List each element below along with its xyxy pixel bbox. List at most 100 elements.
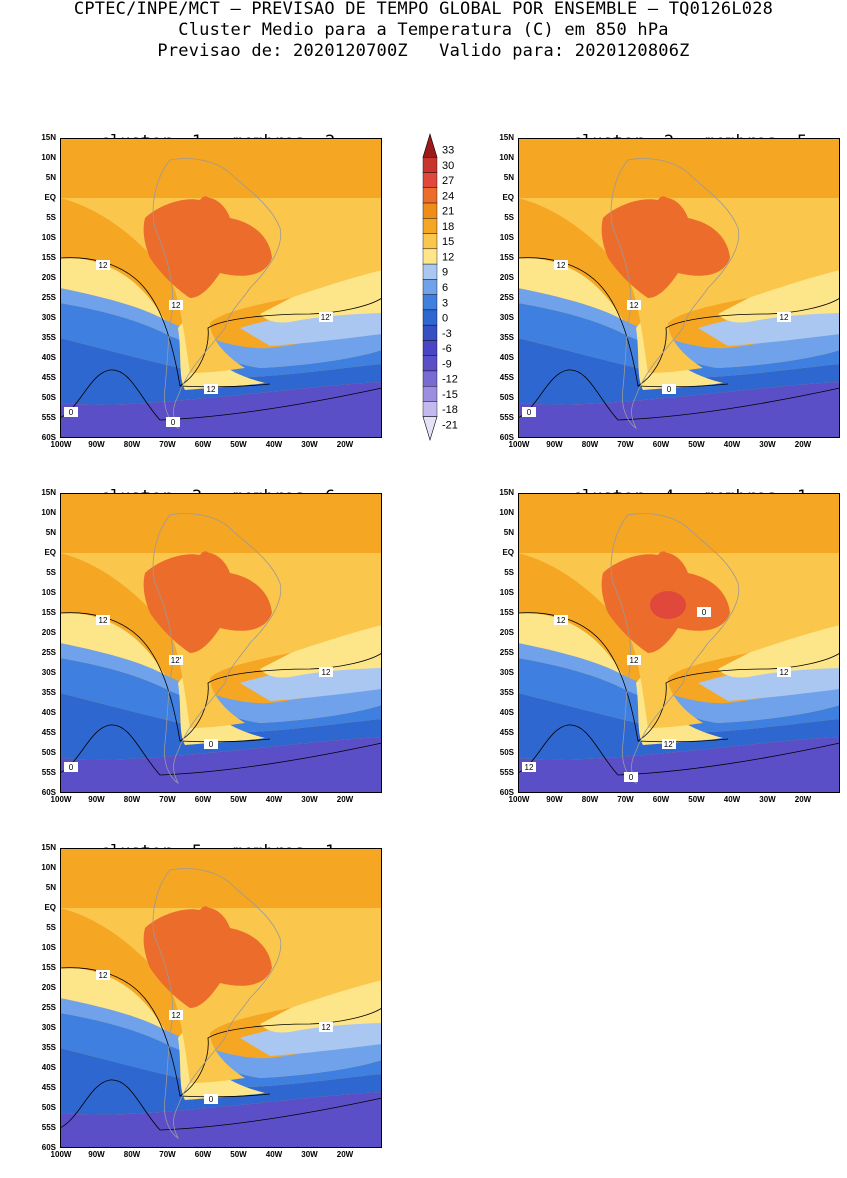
colorbar-swatch (422, 248, 438, 265)
field-warm-tongue (200, 906, 215, 928)
lon-tick-label: 90W (88, 1150, 105, 1159)
contour-label-text: 12 (780, 668, 789, 677)
contour-label-text: 12 (207, 385, 216, 394)
header-line-2: Cluster Medio para a Temperatura (C) em … (178, 20, 669, 40)
lat-tick-label: 45S (499, 728, 514, 737)
lat-tick-label: 45S (499, 373, 514, 382)
colorbar-label: 12 (442, 251, 454, 263)
colorbar-label: -3 (442, 328, 452, 340)
lon-tick-label: 90W (546, 795, 563, 804)
field-yellow-east (260, 976, 382, 1033)
lat-tick-label: 10S (41, 943, 56, 952)
contour-label-text: 0 (527, 408, 532, 417)
contour-label-bg (169, 1010, 183, 1020)
lat-tick-label: 55S (41, 413, 56, 422)
map-frame (60, 493, 382, 793)
lat-tick-label: 60S (41, 1143, 56, 1152)
lat-tick-label: EQ (44, 548, 56, 557)
lat-tick-label: 35S (41, 333, 56, 342)
lat-tick-label: EQ (502, 193, 514, 202)
lon-tick-label: 70W (159, 795, 176, 804)
contour-label-bg (554, 260, 568, 270)
lat-tick-label: 5N (503, 173, 514, 182)
lat-tick-label: 50S (41, 393, 56, 402)
contour-label-bg (697, 607, 711, 617)
map-frame (518, 138, 840, 438)
lon-tick-label: 50W (688, 795, 705, 804)
field-yellow-west (518, 612, 623, 675)
colorbar-label: 6 (442, 282, 448, 294)
lat-tick-label: 5S (504, 213, 514, 222)
field-warm-tongue (200, 551, 215, 573)
lat-tick-label: 20S (41, 628, 56, 637)
contour-label-bg (319, 1022, 333, 1032)
lat-tick-label: 45S (41, 728, 56, 737)
contour-label-bg (96, 615, 110, 625)
contour-label-bg (554, 615, 568, 625)
lon-tick-label: 90W (88, 795, 105, 804)
lon-tick-label: 40W (265, 440, 283, 449)
contour-label: 12 (96, 260, 110, 270)
panel-title: cluster: 2 membros: 5 (504, 112, 834, 152)
lon-tick-label: 100W (50, 1150, 72, 1159)
lat-tick-label: 30S (499, 668, 514, 677)
contour-label: 0 (624, 772, 638, 782)
colorbar-swatch (422, 218, 438, 234)
field-north (518, 138, 840, 198)
map-frame (60, 848, 382, 1148)
lat-tick-label: 30S (499, 313, 514, 322)
colorbar-swatch (422, 294, 438, 311)
lon-tick-label: 70W (617, 440, 634, 449)
field-warm-core (143, 552, 272, 653)
field-warm-core (601, 197, 730, 298)
contour-label-bg (522, 762, 536, 772)
contour-label-text: 0 (209, 740, 214, 749)
contour-label: 0 (697, 607, 711, 617)
contour-label: 0 (204, 1094, 218, 1104)
contour-label-text: 0 (171, 418, 176, 427)
header-line-1: CPTEC/INPE/MCT – PREVISAO DE TEMPO GLOBA… (73, 0, 774, 19)
colorbar-swatch (422, 279, 438, 295)
panel-title: cluster: 4 membros: 1 (504, 467, 834, 507)
lon-tick-label: 80W (123, 1150, 141, 1159)
contour-label: 12' (319, 312, 333, 322)
colorbar-swatch (422, 324, 438, 341)
field-yellow-east (718, 621, 840, 678)
contour-label: 0 (204, 739, 218, 749)
colorbar-swatch (422, 309, 438, 326)
contour-label-bg (204, 739, 218, 749)
lat-tick-label: 30S (41, 313, 56, 322)
field-pale-blue (698, 661, 840, 701)
colorbar-label: -21 (442, 419, 458, 431)
contour-label-text: 12' (321, 313, 332, 322)
contour-label-text: 12 (557, 616, 566, 625)
lon-tick-label: 30W (759, 440, 776, 449)
lat-tick-label: 50S (41, 1103, 56, 1112)
colorbar-swatch (422, 386, 438, 402)
lat-tick-label: 5S (504, 568, 514, 577)
field-warm-tongue (200, 196, 215, 218)
lat-tick-label: 35S (41, 688, 56, 697)
colorbar-label: 18 (442, 221, 454, 233)
lat-tick-label: 15N (41, 843, 56, 852)
contour-label-text: 12 (525, 763, 534, 772)
contour-label-text: 0 (629, 773, 634, 782)
field-light-orange (518, 529, 840, 728)
field-purple (518, 737, 840, 793)
lon-tick-label: 80W (123, 795, 141, 804)
lat-tick-label: 15S (41, 963, 56, 972)
lat-tick-label: 10S (41, 588, 56, 597)
lat-tick-label: 15S (41, 253, 56, 262)
colorbar-label: 33 (442, 145, 454, 157)
panel-title: cluster: 3 membros: 6 (32, 467, 362, 507)
contour-label-text: 12 (630, 656, 639, 665)
lon-tick-label: 90W (546, 440, 563, 449)
contour-label-text: 12 (557, 261, 566, 270)
lat-tick-label: 50S (41, 748, 56, 757)
field-warm-tongue (658, 196, 673, 218)
lat-tick-label: 15N (499, 488, 514, 497)
contour-label: 12 (96, 615, 110, 625)
contour-label: 12 (627, 300, 641, 310)
